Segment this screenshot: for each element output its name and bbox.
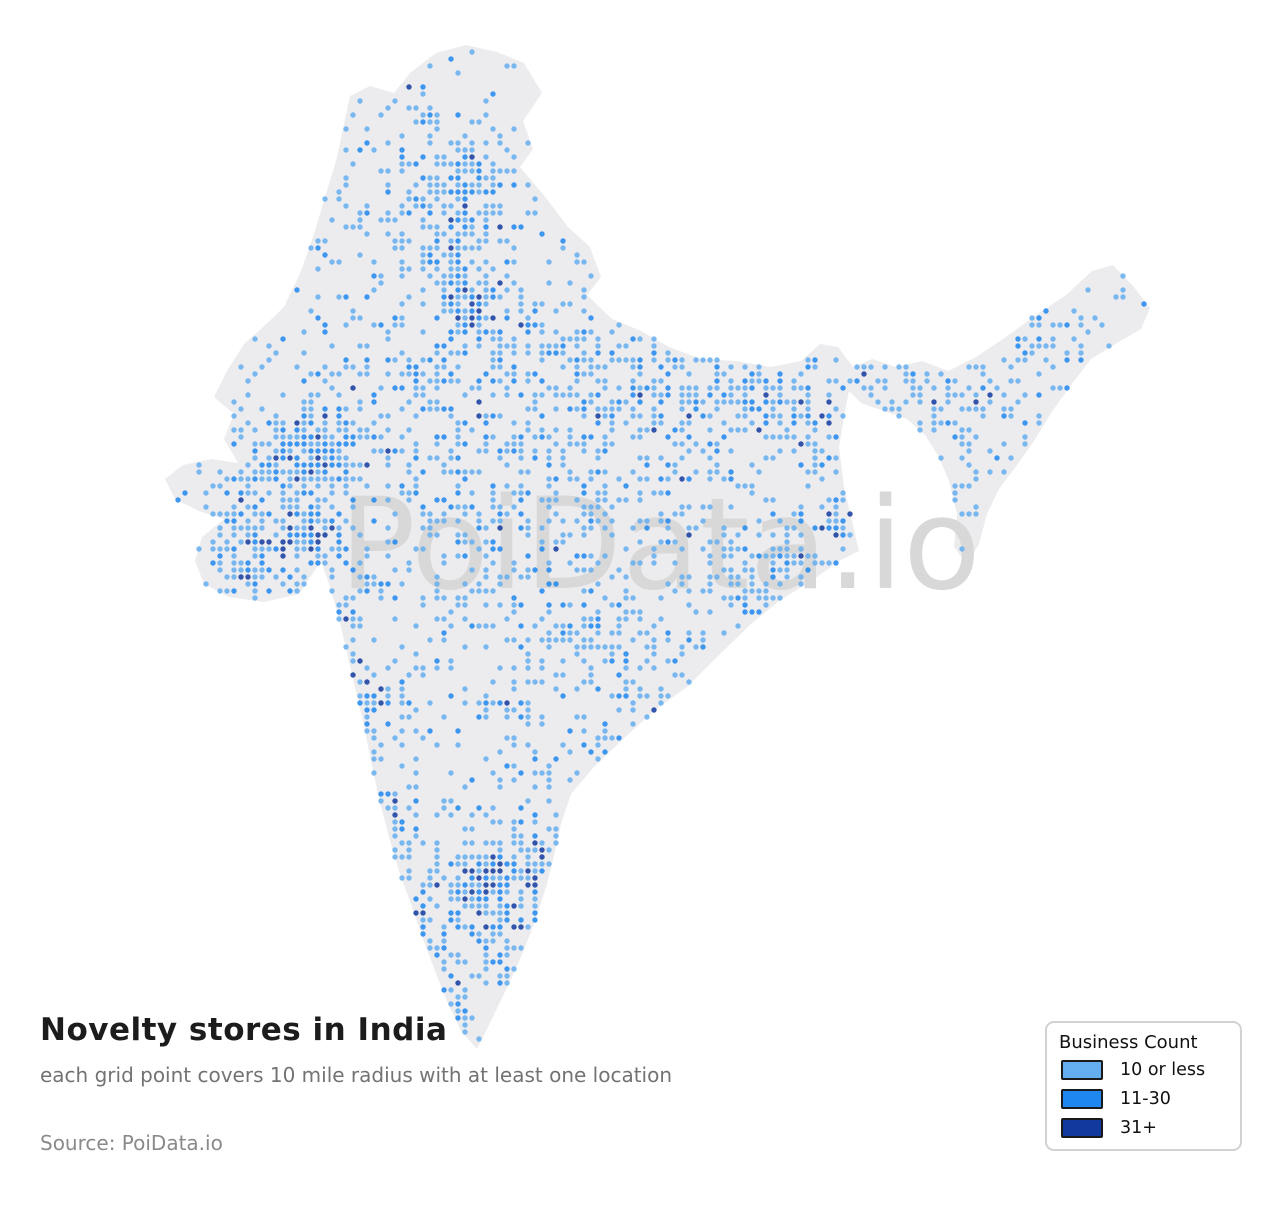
legend-box: Business Count 10 or less 11-30 31+ xyxy=(1045,1021,1242,1151)
store-dots-layer xyxy=(175,49,1147,1042)
legend-label-mid: 11-30 xyxy=(1120,1089,1171,1109)
legend-swatch-low xyxy=(1061,1060,1103,1080)
legend-title: Business Count xyxy=(1059,1032,1198,1053)
subtitle: each grid point covers 10 mile radius wi… xyxy=(40,1063,673,1087)
title-block: Novelty stores in India each grid point … xyxy=(40,1012,672,1087)
legend-label-high: 31+ xyxy=(1120,1118,1157,1138)
legend-item-high: 31+ xyxy=(1061,1118,1228,1138)
page-title: Novelty stores in India xyxy=(40,1012,448,1048)
source-note: Source: PoiData.io xyxy=(40,1131,223,1155)
legend-label-low: 10 or less xyxy=(1120,1060,1206,1080)
legend-swatch-mid xyxy=(1061,1089,1103,1109)
legend-item-low: 10 or less xyxy=(1061,1060,1228,1080)
legend-item-mid: 11-30 xyxy=(1061,1089,1228,1109)
legend-swatch-high xyxy=(1061,1118,1103,1138)
